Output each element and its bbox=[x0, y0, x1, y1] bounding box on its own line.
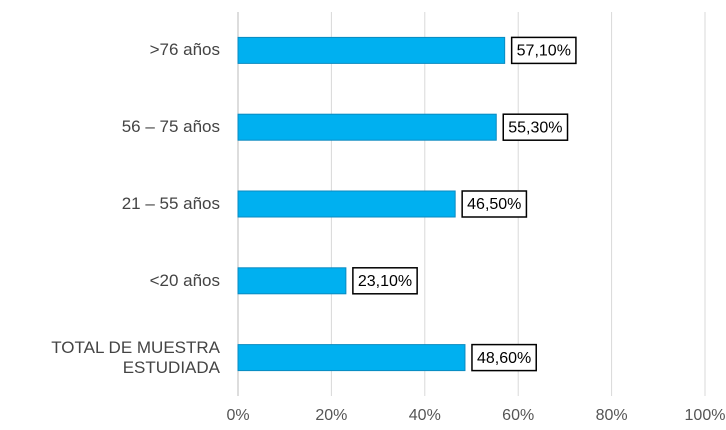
bar bbox=[237, 113, 497, 141]
value-label-box bbox=[502, 113, 569, 141]
bar bbox=[237, 190, 456, 218]
value-label-box bbox=[471, 343, 537, 372]
y-tick-label: 21 – 55 años bbox=[121, 194, 220, 213]
value-label-box bbox=[352, 267, 418, 295]
value-label: 57,10% bbox=[517, 43, 571, 60]
value-label: 48,60% bbox=[477, 350, 531, 367]
value-label: 23,10% bbox=[358, 273, 412, 290]
value-label: 46,50% bbox=[467, 196, 521, 213]
bar bbox=[237, 344, 466, 372]
bar bbox=[237, 36, 506, 64]
y-tick-label: <20 años bbox=[149, 270, 220, 290]
x-tick-label: 0% bbox=[226, 407, 249, 424]
y-tick-label: >76 años bbox=[149, 40, 220, 60]
bar bbox=[237, 267, 347, 295]
value-label-box bbox=[461, 190, 528, 218]
y-tick-label: TOTAL DE MUESTRA ESTUDIADA bbox=[51, 337, 220, 377]
x-tick-label: 60% bbox=[502, 407, 534, 424]
x-tick-label: 40% bbox=[409, 407, 441, 424]
value-label-box bbox=[510, 36, 577, 65]
y-tick-label: 56 – 75 años bbox=[121, 117, 220, 137]
value-label: 55,30% bbox=[508, 119, 562, 136]
x-tick-label: 20% bbox=[315, 407, 347, 424]
x-tick-label: 100% bbox=[685, 407, 726, 424]
x-tick-label: 80% bbox=[596, 407, 628, 424]
